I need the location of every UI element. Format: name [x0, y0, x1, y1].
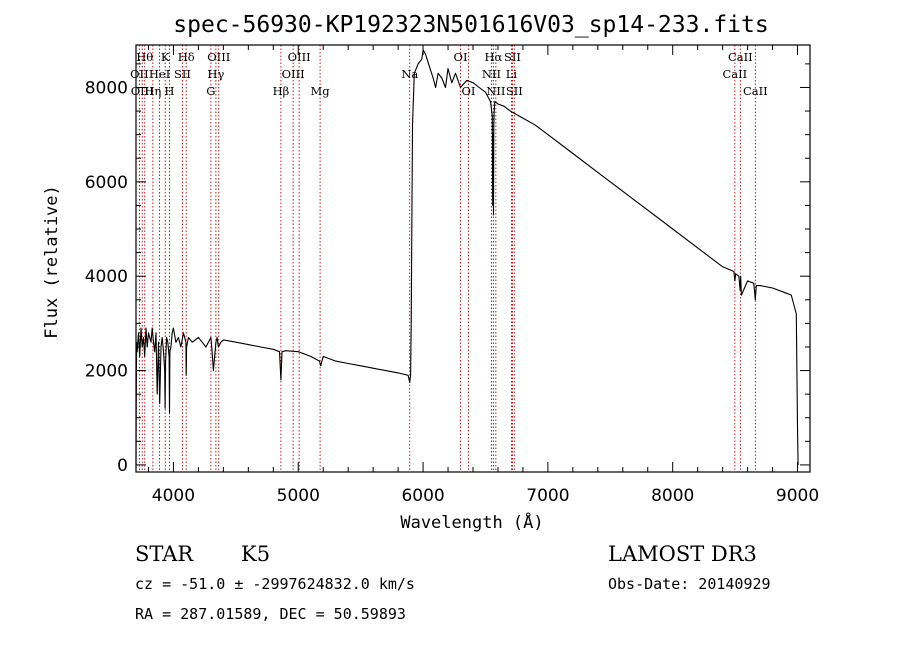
flux-series-line [135, 49, 799, 465]
plot-frame [135, 44, 811, 473]
obs-date: Obs-Date: 20140929 [608, 575, 771, 593]
y-tick-label-2000: 2000 [85, 362, 128, 382]
x-tick-label-5000: 5000 [277, 486, 320, 506]
line-marker-label-4: HeI [149, 67, 170, 81]
line-marker-label-23: SII [504, 50, 521, 64]
line-marker-label-5: K [161, 50, 170, 64]
line-marker-label-11: OIII [207, 50, 230, 64]
line-marker-label-22: Li [506, 67, 518, 81]
line-marker-label-13: OIII [282, 67, 305, 81]
line-marker-label-18: OI [462, 84, 476, 98]
line-markers [138, 45, 756, 472]
line-marker-label-17: OI [454, 50, 468, 64]
y-tick-label-4000: 4000 [85, 267, 128, 287]
line-marker-label-27: CaII [743, 84, 768, 98]
line-marker-label-20: Hα [484, 50, 502, 64]
y-axis-ticks: 0 2000 4000 6000 8000 [85, 63, 810, 476]
line-marker-label-15: Mg [311, 84, 331, 98]
object-class: STAR [135, 542, 194, 566]
line-marker-label-2: Hθ [136, 50, 153, 64]
line-marker-label-7: SII [174, 67, 191, 81]
x-tick-label-9000: 9000 [776, 486, 819, 506]
chart-title: spec-56930-KP192323N501616V03_sp14-233.f… [173, 12, 768, 38]
x-axis-ticks: 4000 5000 6000 7000 8000 9000 [147, 45, 819, 506]
line-marker-label-12: Hβ [273, 84, 290, 98]
line-marker-label-26: CaII [728, 50, 753, 64]
line-marker-label-6: H [164, 84, 174, 98]
y-tick-label-8000: 8000 [85, 78, 128, 98]
y-tick-label-0: 0 [117, 456, 128, 476]
line-marker-label-9: G [206, 84, 215, 98]
x-tick-label-8000: 8000 [651, 486, 694, 506]
line-marker-label-19: NII [482, 67, 501, 81]
object-subclass: K5 [241, 542, 270, 566]
x-tick-label-4000: 4000 [152, 486, 195, 506]
line-marker-labels: OIIOIIIHθHηHeIKHSIIHδGHγOIIIHβOIIIOIIIMg… [130, 50, 768, 98]
line-marker-label-3: Hη [144, 84, 161, 98]
x-tick-label-7000: 7000 [526, 486, 569, 506]
x-axis-label: Wavelength (Å) [400, 511, 543, 533]
line-marker-label-10: Hγ [207, 67, 224, 81]
survey-name: LAMOST DR3 [608, 542, 757, 566]
line-marker-label-21: NII [486, 84, 505, 98]
y-axis-label: Flux (relative) [42, 185, 62, 339]
line-marker-label-8: Hδ [178, 50, 195, 64]
coordinates: RA = 287.01589, DEC = 50.59893 [135, 605, 406, 623]
y-tick-label-6000: 6000 [85, 173, 128, 193]
line-marker-label-24: SII [506, 84, 523, 98]
x-tick-label-6000: 6000 [401, 486, 444, 506]
line-marker-label-0: OII [130, 67, 149, 81]
redshift-line: cz = -51.0 ± -2997624832.0 km/s [135, 575, 415, 593]
line-marker-label-14: OIII [288, 50, 311, 64]
line-marker-label-25: CaII [722, 67, 747, 81]
